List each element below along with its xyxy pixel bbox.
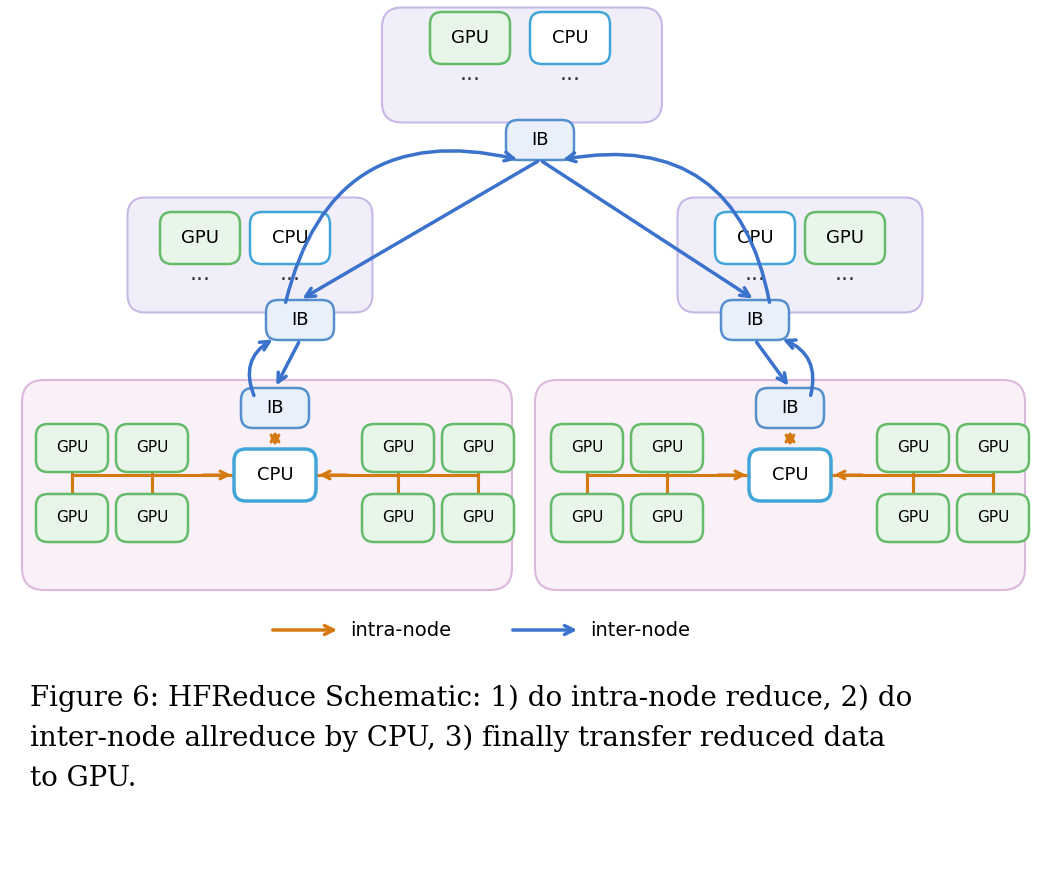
Text: to GPU.: to GPU. — [30, 765, 137, 792]
Text: GPU: GPU — [462, 441, 494, 456]
Text: GPU: GPU — [897, 511, 929, 526]
Text: ···: ··· — [744, 270, 766, 290]
FancyBboxPatch shape — [36, 494, 108, 542]
FancyBboxPatch shape — [22, 380, 512, 590]
FancyBboxPatch shape — [250, 212, 330, 264]
Text: CPU: CPU — [257, 466, 294, 484]
FancyBboxPatch shape — [756, 388, 825, 428]
Text: GPU: GPU — [136, 511, 168, 526]
Text: CPU: CPU — [771, 466, 809, 484]
FancyBboxPatch shape — [877, 494, 949, 542]
Text: GPU: GPU — [451, 29, 489, 47]
FancyBboxPatch shape — [551, 494, 623, 542]
Text: GPU: GPU — [381, 441, 414, 456]
Text: CPU: CPU — [737, 229, 773, 247]
FancyBboxPatch shape — [234, 449, 316, 501]
FancyBboxPatch shape — [382, 8, 661, 122]
FancyBboxPatch shape — [877, 424, 949, 472]
FancyBboxPatch shape — [429, 12, 510, 64]
FancyBboxPatch shape — [241, 388, 309, 428]
FancyBboxPatch shape — [116, 424, 188, 472]
FancyBboxPatch shape — [362, 424, 434, 472]
Text: GPU: GPU — [181, 229, 219, 247]
Text: GPU: GPU — [826, 229, 864, 247]
Text: GPU: GPU — [381, 511, 414, 526]
FancyBboxPatch shape — [631, 424, 703, 472]
FancyBboxPatch shape — [749, 449, 831, 501]
Text: IB: IB — [531, 131, 549, 149]
FancyBboxPatch shape — [530, 12, 610, 64]
Text: inter-node allreduce by CPU, 3) finally transfer reduced data: inter-node allreduce by CPU, 3) finally … — [30, 725, 885, 753]
Text: GPU: GPU — [977, 511, 1009, 526]
FancyBboxPatch shape — [551, 424, 623, 472]
Text: GPU: GPU — [571, 511, 603, 526]
Text: GPU: GPU — [55, 511, 88, 526]
Text: inter-node: inter-node — [590, 621, 690, 640]
Text: GPU: GPU — [136, 441, 168, 456]
FancyBboxPatch shape — [957, 494, 1029, 542]
Text: ···: ··· — [559, 70, 581, 90]
FancyBboxPatch shape — [957, 424, 1029, 472]
Text: GPU: GPU — [462, 511, 494, 526]
Text: GPU: GPU — [651, 441, 683, 456]
FancyBboxPatch shape — [442, 494, 514, 542]
Text: GPU: GPU — [651, 511, 683, 526]
Text: IB: IB — [266, 399, 284, 417]
FancyBboxPatch shape — [127, 197, 372, 313]
FancyBboxPatch shape — [442, 424, 514, 472]
Text: GPU: GPU — [571, 441, 603, 456]
FancyBboxPatch shape — [160, 212, 240, 264]
FancyBboxPatch shape — [506, 120, 574, 160]
Text: IB: IB — [292, 311, 308, 329]
Text: IB: IB — [746, 311, 764, 329]
Text: intra-node: intra-node — [350, 621, 451, 640]
FancyBboxPatch shape — [362, 494, 434, 542]
FancyBboxPatch shape — [715, 212, 795, 264]
Text: ···: ··· — [189, 270, 210, 290]
Text: GPU: GPU — [977, 441, 1009, 456]
Text: GPU: GPU — [897, 441, 929, 456]
FancyBboxPatch shape — [721, 300, 789, 340]
FancyBboxPatch shape — [266, 300, 334, 340]
FancyBboxPatch shape — [36, 424, 108, 472]
Text: ···: ··· — [279, 270, 301, 290]
FancyBboxPatch shape — [805, 212, 885, 264]
Text: ···: ··· — [460, 70, 481, 90]
Text: ···: ··· — [835, 270, 856, 290]
Text: GPU: GPU — [55, 441, 88, 456]
Text: CPU: CPU — [272, 229, 308, 247]
FancyBboxPatch shape — [535, 380, 1025, 590]
Text: Figure 6: HFReduce Schematic: 1) do intra-node reduce, 2) do: Figure 6: HFReduce Schematic: 1) do intr… — [30, 685, 912, 712]
Text: IB: IB — [782, 399, 798, 417]
FancyBboxPatch shape — [116, 494, 188, 542]
FancyBboxPatch shape — [631, 494, 703, 542]
Text: CPU: CPU — [552, 29, 588, 47]
FancyBboxPatch shape — [677, 197, 923, 313]
